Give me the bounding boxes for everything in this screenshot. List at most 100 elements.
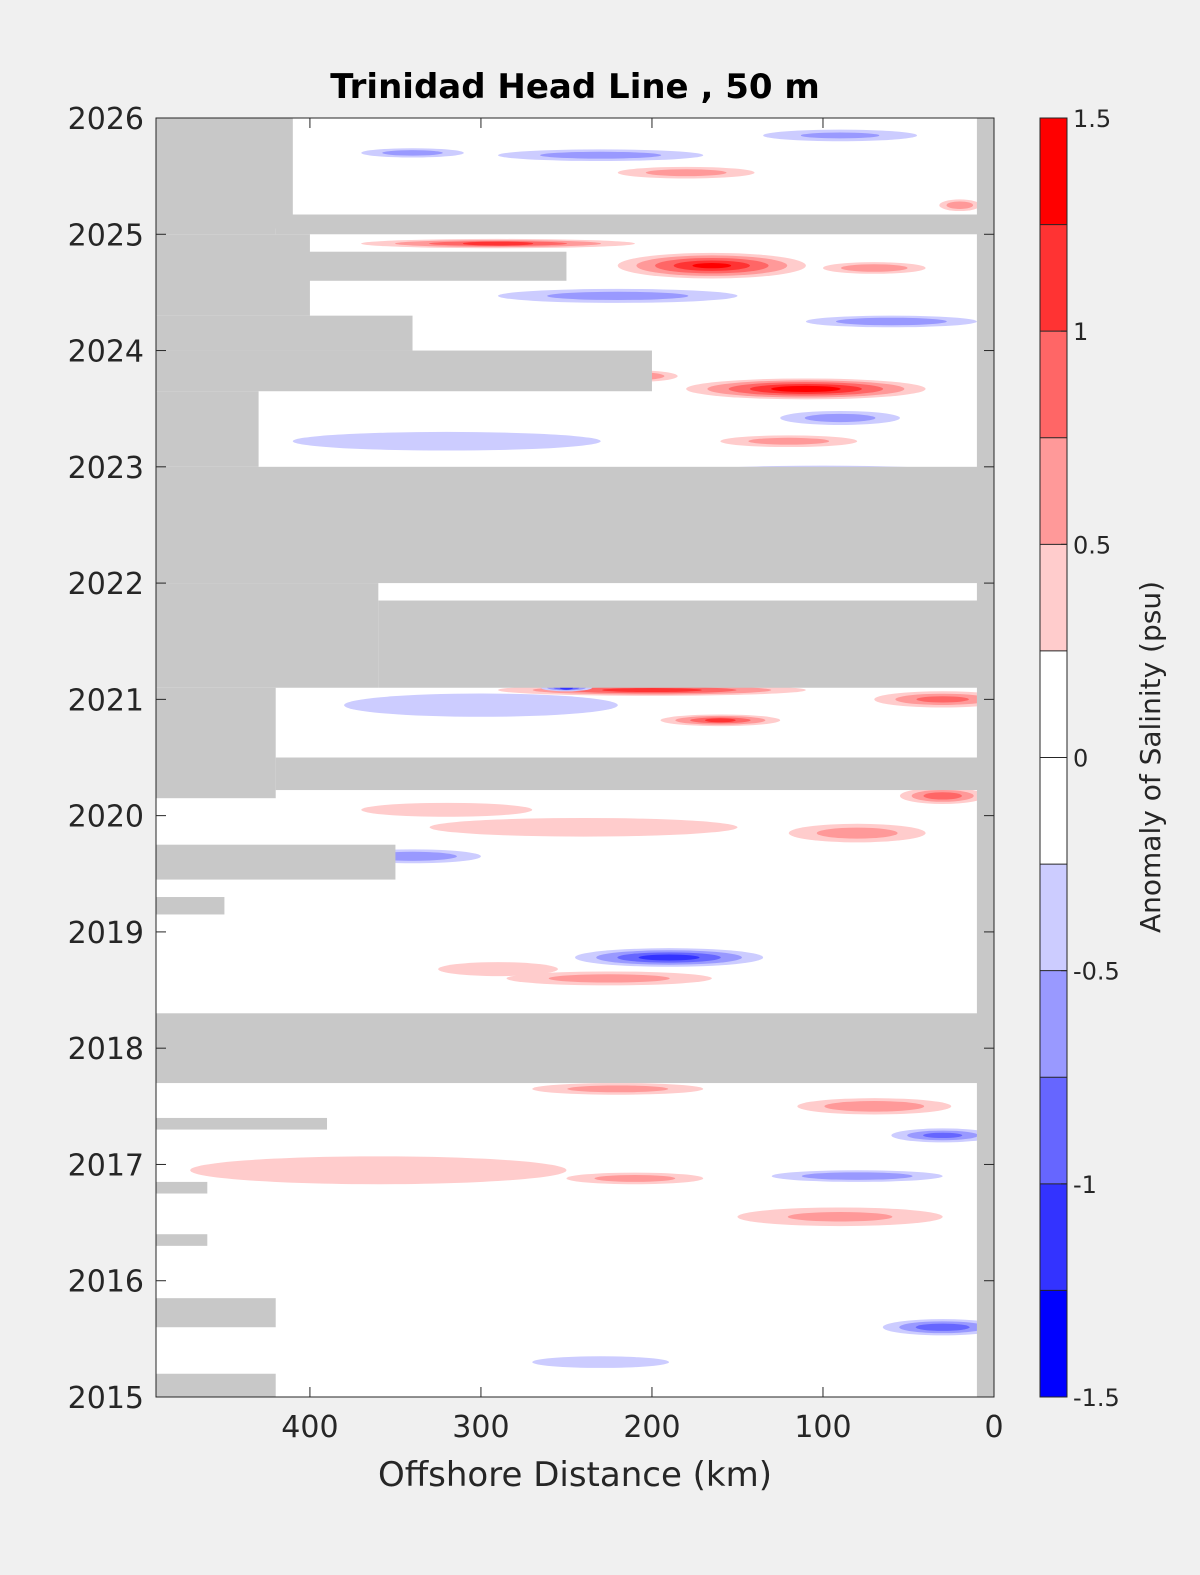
anomaly-blob: [882, 1319, 994, 1336]
contour-level: [361, 802, 533, 817]
y-tick-label: 2022: [68, 567, 144, 602]
contour-level: [692, 263, 732, 269]
contour-level: [916, 696, 969, 703]
colorbar-segment: [1040, 224, 1067, 332]
contour-level: [946, 201, 974, 209]
anomaly-blob: [771, 1170, 943, 1182]
plot-area: [156, 118, 994, 1397]
no-data-region: [156, 391, 259, 467]
colorbar-tick-label: 0: [1073, 745, 1088, 773]
x-tick-label: 400: [281, 1410, 338, 1445]
contour-level: [532, 1356, 670, 1368]
no-data-region: [976, 118, 994, 1397]
anomaly-blob: [797, 1098, 952, 1115]
colorbar-tick-label: -1: [1073, 1171, 1097, 1199]
contour-level: [915, 1323, 970, 1331]
no-data-region: [156, 897, 225, 915]
colorbar-tick-label: 1: [1073, 318, 1088, 346]
no-data-region: [378, 600, 994, 688]
contour-level: [429, 817, 738, 837]
no-data-region: [156, 844, 396, 880]
contour-level: [602, 688, 702, 693]
anomaly-blob: [822, 262, 926, 274]
y-tick-label: 2026: [68, 102, 144, 137]
anomaly-blob: [344, 693, 618, 717]
colorbar-segment: [1040, 118, 1067, 225]
contour-level: [835, 317, 947, 326]
anomaly-blob: [361, 802, 533, 817]
anomaly-blob: [660, 714, 781, 727]
no-data-region: [275, 214, 994, 235]
colorbar-tick-label: 0.5: [1073, 531, 1111, 559]
anomaly-blob: [780, 411, 900, 425]
anomaly-blob: [498, 149, 704, 162]
anomaly-blob: [292, 431, 601, 451]
anomaly-blob: [361, 148, 464, 158]
no-data-region: [156, 118, 276, 235]
contour-level: [787, 1212, 893, 1222]
contour-level: [841, 264, 908, 272]
y-tick-label: 2015: [68, 1381, 144, 1416]
no-data-region: [156, 466, 994, 584]
colorbar-tick-label: 1.5: [1073, 105, 1111, 133]
y-tick-label: 2017: [68, 1148, 144, 1183]
anomaly-blob: [566, 1172, 704, 1185]
contour-level: [540, 151, 662, 159]
no-data-region: [275, 757, 994, 791]
no-data-region: [292, 251, 567, 281]
x-axis-label: Offshore Distance (km): [378, 1455, 772, 1495]
anomaly-blob: [506, 971, 712, 986]
plot-frame: [155, 117, 995, 1398]
contour-level: [824, 1101, 925, 1112]
anomaly-blob: [899, 787, 986, 805]
contour-level: [816, 827, 898, 839]
colorbar-segment: [1040, 864, 1067, 971]
anomaly-blob: [720, 435, 858, 448]
y-tick-label: 2023: [68, 451, 144, 486]
colorbar-segment: [1040, 1183, 1067, 1291]
anomaly-blob: [498, 288, 738, 303]
y-tick-label: 2024: [68, 335, 144, 370]
anomaly-blob: [788, 823, 926, 843]
no-data-region: [156, 1373, 276, 1397]
colorbar-segment: [1040, 1290, 1067, 1397]
colorbar-segment: [1040, 1077, 1067, 1184]
contour-level: [804, 413, 876, 423]
y-axis: 2015 2016 2017 2018 2019 2020 2021 2022 2023 2024…: [68, 102, 994, 1416]
colorbar-segment: [1040, 650, 1067, 758]
contour-level: [645, 169, 727, 177]
y-tick-label: 2016: [68, 1265, 144, 1300]
y-tick-label: 2020: [68, 800, 144, 835]
x-tick-label: 100: [794, 1410, 851, 1445]
anomaly-blob: [617, 252, 806, 279]
colorbar-segment: [1040, 970, 1067, 1078]
contour-level: [548, 974, 670, 983]
anomaly-blob: [737, 1207, 943, 1227]
x-tick-label: 200: [623, 1410, 680, 1445]
contour-level: [547, 291, 689, 301]
contour-level: [567, 1085, 669, 1093]
contour-level: [923, 792, 962, 800]
anomaly-blob: [361, 238, 635, 249]
anomaly-blob: [575, 948, 764, 967]
anomaly-blob: [874, 691, 994, 708]
contour-level: [771, 385, 841, 392]
anomaly-blob: [805, 315, 977, 328]
anomaly-blob: [438, 962, 558, 977]
colorbar-tick-label: -1.5: [1073, 1384, 1120, 1412]
colorbar-segment: [1040, 437, 1067, 545]
anomaly-blob: [939, 199, 981, 212]
no-data-region: [156, 1234, 208, 1246]
contour-level: [190, 1156, 567, 1185]
colorbar: -1.5 -1 -0.5 0 0.5 1 1.5: [1039, 105, 1120, 1412]
x-axis: 400 300 200 100 0: [281, 118, 1004, 1445]
no-data-region: [156, 583, 379, 688]
no-data-region: [156, 1117, 328, 1130]
no-data-region: [156, 350, 652, 392]
contour-level: [638, 954, 700, 961]
chart-title: Trinidad Head Line , 50 m: [330, 67, 820, 107]
anomaly-blob: [617, 166, 755, 179]
colorbar-segment: [1040, 757, 1067, 865]
y-tick-label: 2019: [68, 916, 144, 951]
